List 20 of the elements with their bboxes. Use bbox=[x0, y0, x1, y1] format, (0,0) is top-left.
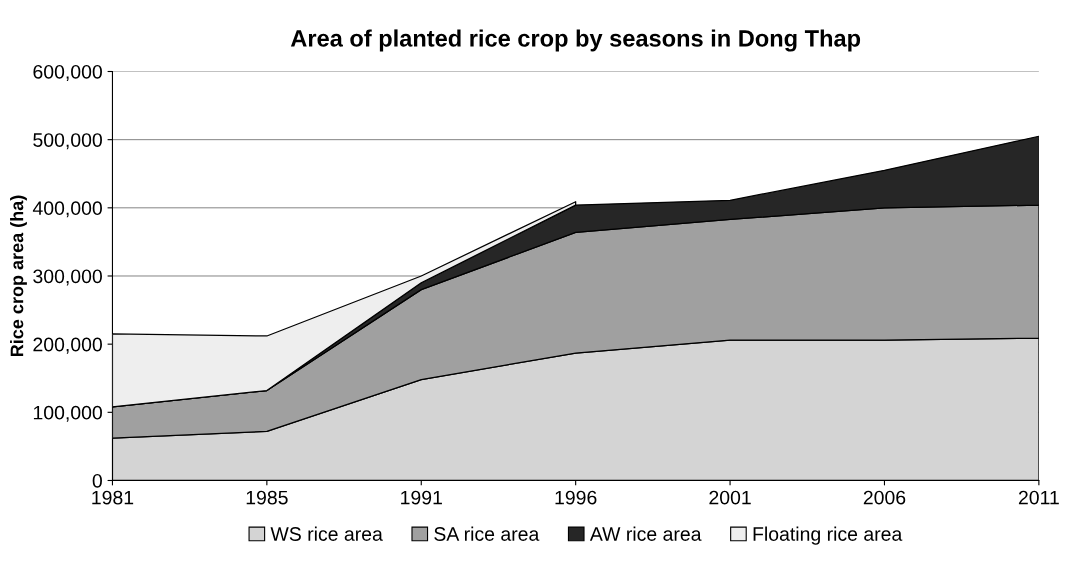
x-tick-label: 1981 bbox=[92, 490, 134, 505]
x-tick-label: 2011 bbox=[1018, 490, 1059, 505]
x-tick-label: 1985 bbox=[246, 490, 288, 505]
y-tick-label: 100,000 bbox=[33, 405, 102, 422]
y-tick-label: 500,000 bbox=[33, 133, 102, 150]
x-tick-label: 2001 bbox=[709, 490, 751, 505]
y-tick-label: 400,000 bbox=[32, 201, 102, 218]
y-tick-label: 200,000 bbox=[33, 337, 102, 354]
chart-title: Area of planted rice crop by seasons in Dong Thap bbox=[290, 29, 861, 52]
x-tick-label: 1991 bbox=[401, 490, 442, 505]
y-axis-title: Rice crop area (ha) bbox=[10, 195, 27, 357]
legend-label: WS rice area bbox=[270, 526, 383, 541]
legend-label: SA rice area bbox=[434, 526, 540, 541]
y-tick-label: 600,000 bbox=[33, 64, 102, 82]
x-tick-label: 1996 bbox=[555, 490, 597, 505]
y-tick-label: 0 bbox=[92, 473, 102, 488]
legend-label: AW rice area bbox=[589, 526, 702, 541]
y-tick-label: 300,000 bbox=[33, 269, 102, 286]
legend-label: Floating rice area bbox=[753, 526, 903, 545]
x-tick-label: 2006 bbox=[863, 490, 906, 505]
